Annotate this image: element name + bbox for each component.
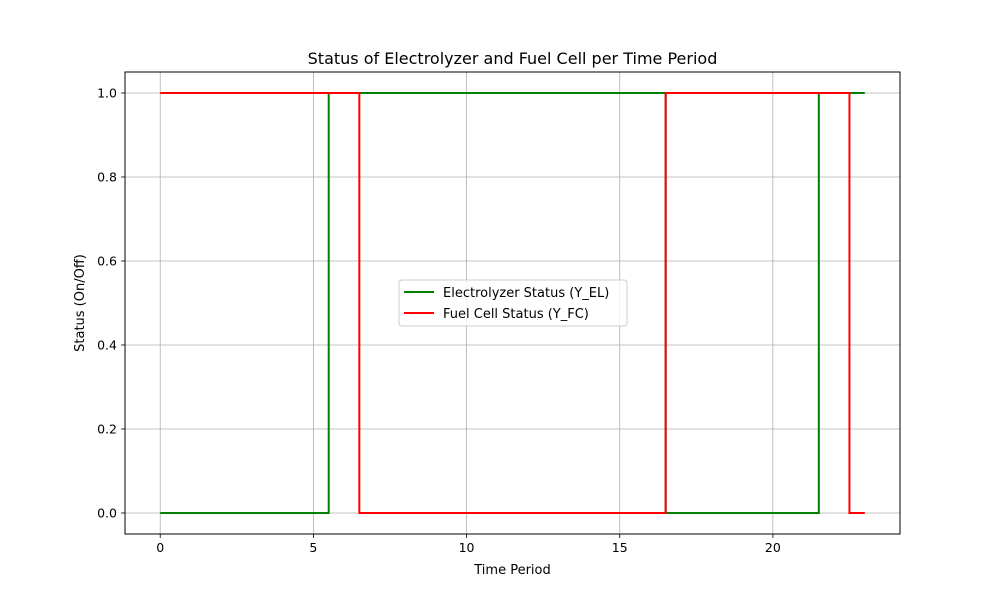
- y-axis-label: Status (On/Off): [73, 254, 88, 352]
- y-tick-label: 0.2: [97, 422, 117, 437]
- y-axis-ticks: 0.0 0.2 0.4 0.6 0.8 1.0: [97, 86, 125, 521]
- x-tick-label: 0: [156, 540, 164, 555]
- x-axis-ticks: 0 5 10 15 20: [156, 534, 781, 555]
- fuel-cell-status-line: [160, 92, 865, 514]
- legend-label-fuel-cell: Fuel Cell Status (Y_FC): [443, 307, 589, 322]
- x-tick-label: 15: [612, 540, 628, 555]
- x-axis-label: Time Period: [473, 563, 550, 578]
- series-layer: [160, 92, 865, 514]
- x-tick-label: 10: [459, 540, 475, 555]
- y-tick-label: 1.0: [97, 86, 117, 101]
- x-tick-label: 5: [309, 540, 317, 555]
- electrolyzer-status-line: [160, 92, 865, 514]
- plot-frame: [124, 71, 901, 535]
- y-tick-label: 0.6: [97, 254, 117, 269]
- legend-box: [398, 279, 628, 327]
- legend-label-electrolyzer: Electrolyzer Status (Y_EL): [443, 286, 609, 301]
- y-tick-label: 0.8: [97, 170, 117, 185]
- x-tick-label: 20: [765, 540, 781, 555]
- chart-title: Status of Electrolyzer and Fuel Cell per…: [308, 49, 718, 68]
- legend: Electrolyzer Status (Y_EL) Fuel Cell Sta…: [398, 279, 628, 327]
- y-tick-label: 0.4: [97, 338, 117, 353]
- y-tick-label: 0.0: [97, 506, 117, 521]
